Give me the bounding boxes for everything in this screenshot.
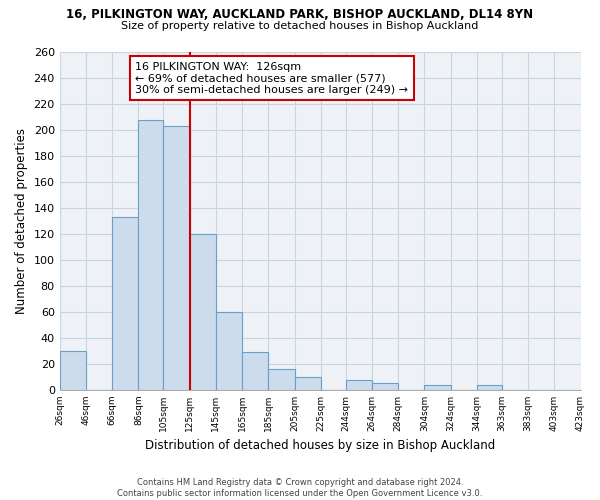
Bar <box>216 312 242 390</box>
Bar <box>163 126 190 390</box>
Bar <box>242 352 268 390</box>
Text: Contains HM Land Registry data © Crown copyright and database right 2024.
Contai: Contains HM Land Registry data © Crown c… <box>118 478 482 498</box>
Bar <box>59 351 86 390</box>
Text: 16, PILKINGTON WAY, AUCKLAND PARK, BISHOP AUCKLAND, DL14 8YN: 16, PILKINGTON WAY, AUCKLAND PARK, BISHO… <box>67 8 533 20</box>
Bar <box>190 234 216 390</box>
Text: Size of property relative to detached houses in Bishop Auckland: Size of property relative to detached ho… <box>121 21 479 31</box>
Bar <box>295 377 321 390</box>
Bar <box>372 384 398 390</box>
Y-axis label: Number of detached properties: Number of detached properties <box>15 128 28 314</box>
Bar <box>268 369 295 390</box>
X-axis label: Distribution of detached houses by size in Bishop Auckland: Distribution of detached houses by size … <box>145 440 495 452</box>
Bar <box>346 380 372 390</box>
Bar <box>139 120 163 390</box>
Bar <box>477 384 502 390</box>
Bar <box>424 384 451 390</box>
Bar <box>112 217 139 390</box>
Text: 16 PILKINGTON WAY:  126sqm
← 69% of detached houses are smaller (577)
30% of sem: 16 PILKINGTON WAY: 126sqm ← 69% of detac… <box>135 62 408 95</box>
